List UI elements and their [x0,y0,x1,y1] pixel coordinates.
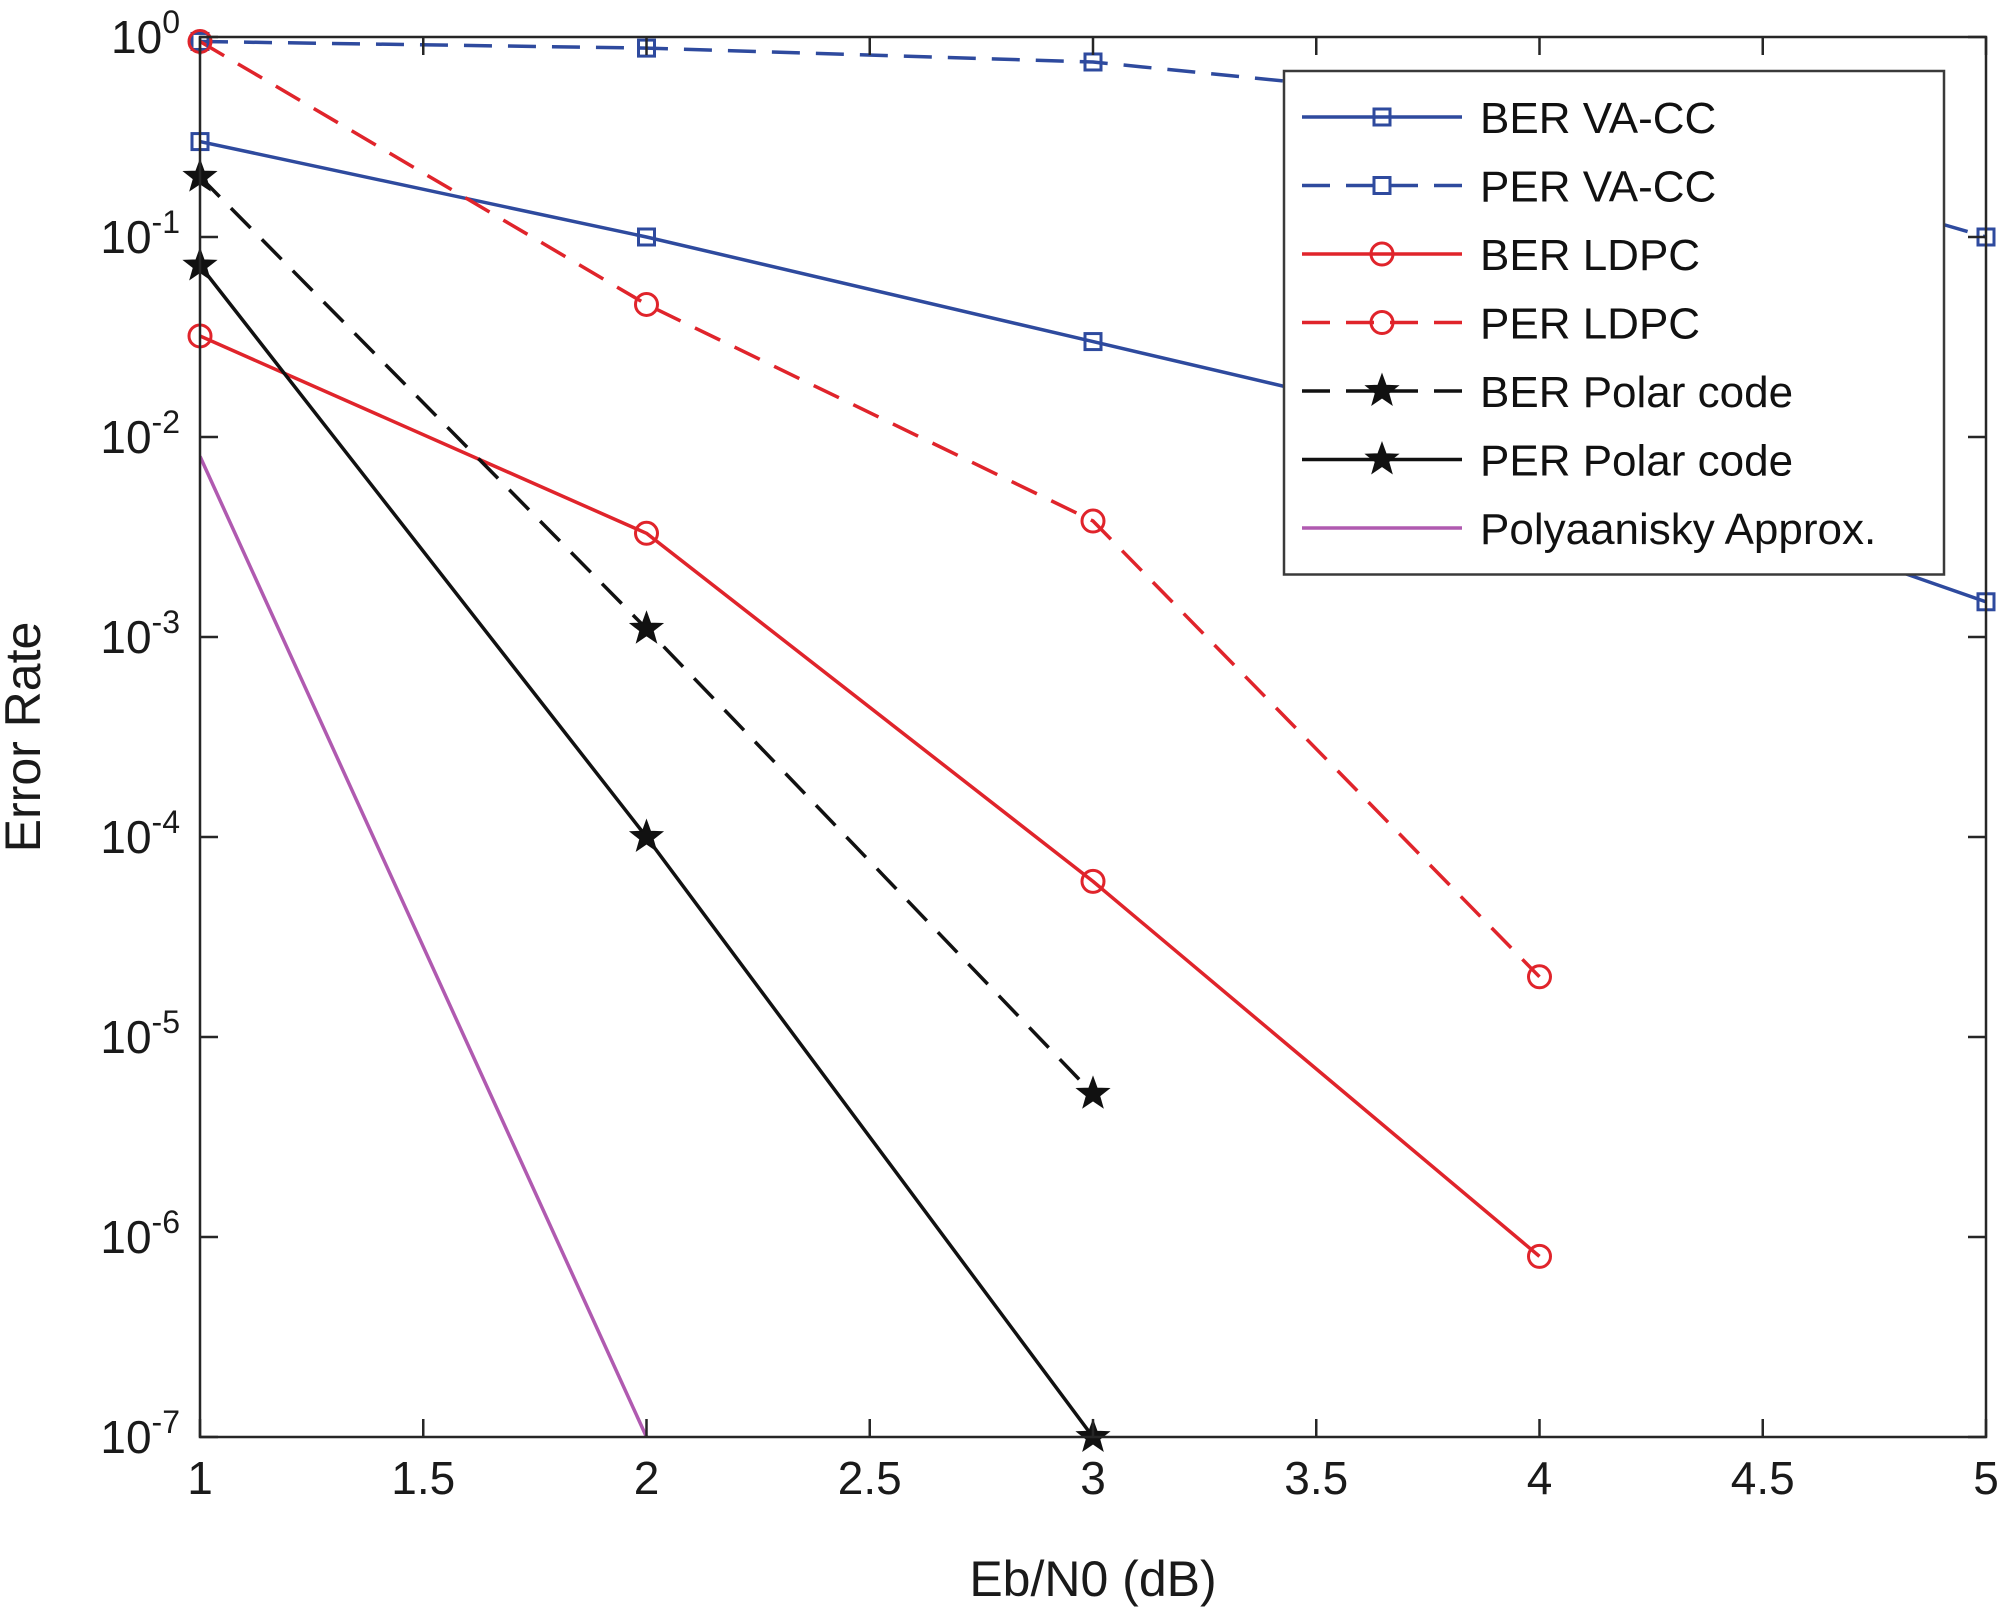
x-axis-label: Eb/N0 (dB) [969,1551,1216,1607]
y-tick-label: 10-6 [100,1204,180,1263]
legend-entry-label: BER LDPC [1480,231,1700,280]
y-tick-label: 10-4 [100,804,180,863]
x-tick-label: 3 [1080,1452,1106,1504]
series-line-3 [200,39,1541,979]
x-tick-label: 4.5 [1731,1452,1795,1504]
data-point-marker [1083,332,1103,352]
x-tick-label: 1.5 [391,1452,455,1504]
legend-swatch-marker [1364,441,1400,475]
x-tick-label: 1 [187,1452,213,1504]
data-point-marker [634,291,659,317]
data-point-marker [1075,1075,1111,1109]
legend-swatch-marker [1372,107,1392,127]
data-point-marker [634,520,659,546]
legend-swatch-marker [1364,372,1400,406]
x-tick-label: 3.5 [1284,1452,1348,1504]
data-point-marker [1080,508,1106,534]
y-tick-label: 10-3 [100,604,180,663]
y-tick-label: 10-7 [100,1404,180,1463]
data-point-marker [1527,964,1552,990]
series-line-6 [200,455,649,1437]
x-tick-label: 2 [634,1452,660,1504]
series-line-2 [200,334,1541,1258]
legend: BER VA-CC PER VA-CC BER LDPC PER LDPC BER Po… [1282,69,1946,576]
legend-entry-label: PER LDPC [1480,300,1700,349]
x-tick-label: 2.5 [838,1452,902,1504]
y-axis-label: Error Rate [0,622,51,853]
data-point-marker [1080,868,1106,894]
data-point-marker [628,818,665,852]
data-point-marker [637,227,656,247]
legend-entry-label: PER VA-CC [1480,163,1716,212]
x-tick-label: 4 [1527,1452,1553,1504]
legend-swatch-marker [1372,176,1392,195]
legend-swatch-marker [1369,310,1395,335]
data-point-marker [1527,1243,1552,1269]
y-tick-label: 100 [111,4,180,63]
y-tick-label: 10-5 [100,1004,180,1063]
y-tick-label: 10-2 [100,404,180,463]
legend-entry-label: Polyaanisky Approx. [1480,505,1876,554]
data-point-marker [628,610,665,644]
tick-layer: 1 1.5 2 2.5 3 3.5 4 4.5 5 10-7 10-6 10-5 10-4 10-3 10-… [100,4,1998,1504]
legend-entry-label: BER VA-CC [1480,94,1716,143]
legend-entry-label: BER Polar code [1480,368,1793,417]
x-tick-label: 5 [1973,1452,1999,1504]
y-tick-label: 10-1 [100,204,180,263]
legend-swatch-marker [1369,241,1395,267]
legend-entry-label: PER Polar code [1480,437,1793,486]
